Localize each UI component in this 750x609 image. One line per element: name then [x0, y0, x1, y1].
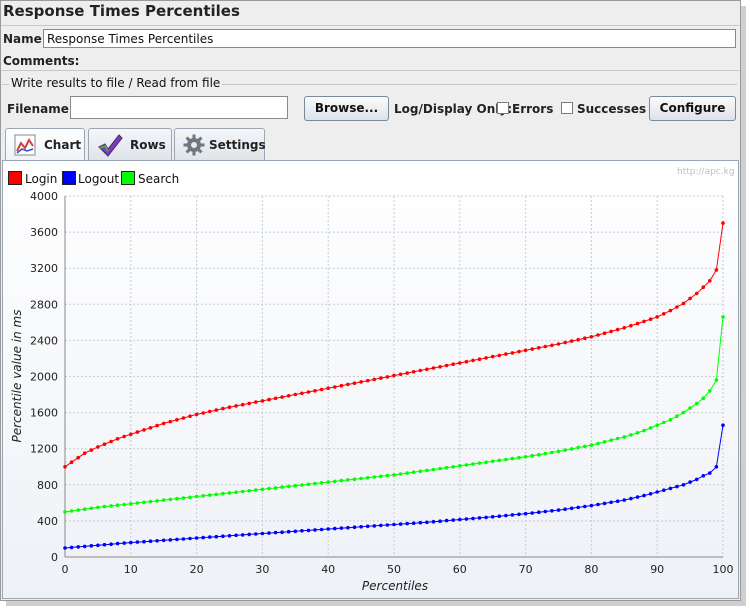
- filename-label: Filename: [7, 102, 69, 116]
- page-title: Response Times Percentiles: [3, 2, 240, 20]
- tab-chart[interactable]: Chart: [5, 128, 85, 161]
- name-label: Name:: [3, 32, 47, 46]
- successes-label: Successes: [577, 102, 647, 116]
- legend-label-logout: Logout: [78, 172, 120, 186]
- window-shadow-right: [741, 6, 746, 604]
- window-shadow-bottom: [6, 601, 746, 606]
- checkmark-icon: [97, 134, 123, 157]
- watermark: http://apc.kg: [677, 167, 735, 177]
- tab-rows-label: Rows: [130, 138, 166, 152]
- errors-label: Errors: [512, 102, 554, 116]
- browse-button[interactable]: Browse...: [304, 96, 389, 121]
- comments-divider: [1, 70, 740, 71]
- legend-swatch-login: [8, 171, 22, 185]
- chart-panel: [2, 160, 739, 599]
- legend-swatch-search: [121, 171, 135, 185]
- title-divider: [1, 25, 740, 26]
- legend-label-login: Login: [25, 172, 58, 186]
- filename-input[interactable]: [70, 96, 288, 119]
- log-display-label: Log/Display Only:: [394, 102, 512, 116]
- successes-checkbox[interactable]: [561, 102, 573, 114]
- legend-swatch-logout: [62, 171, 76, 185]
- name-input[interactable]: [43, 29, 736, 48]
- tab-settings-label: Settings: [209, 138, 266, 152]
- configure-button[interactable]: Configure: [649, 96, 736, 121]
- chart-icon: [14, 134, 36, 156]
- tab-chart-label: Chart: [44, 138, 82, 152]
- gear-icon: [183, 134, 205, 156]
- errors-checkbox[interactable]: [497, 102, 509, 114]
- file-group-title: Write results to file / Read from file: [9, 76, 223, 90]
- comments-label: Comments:: [3, 54, 80, 68]
- tab-settings[interactable]: Settings: [174, 128, 266, 160]
- legend-label-search: Search: [138, 172, 180, 186]
- tab-rows[interactable]: Rows: [88, 128, 172, 160]
- file-group-border: [2, 84, 737, 85]
